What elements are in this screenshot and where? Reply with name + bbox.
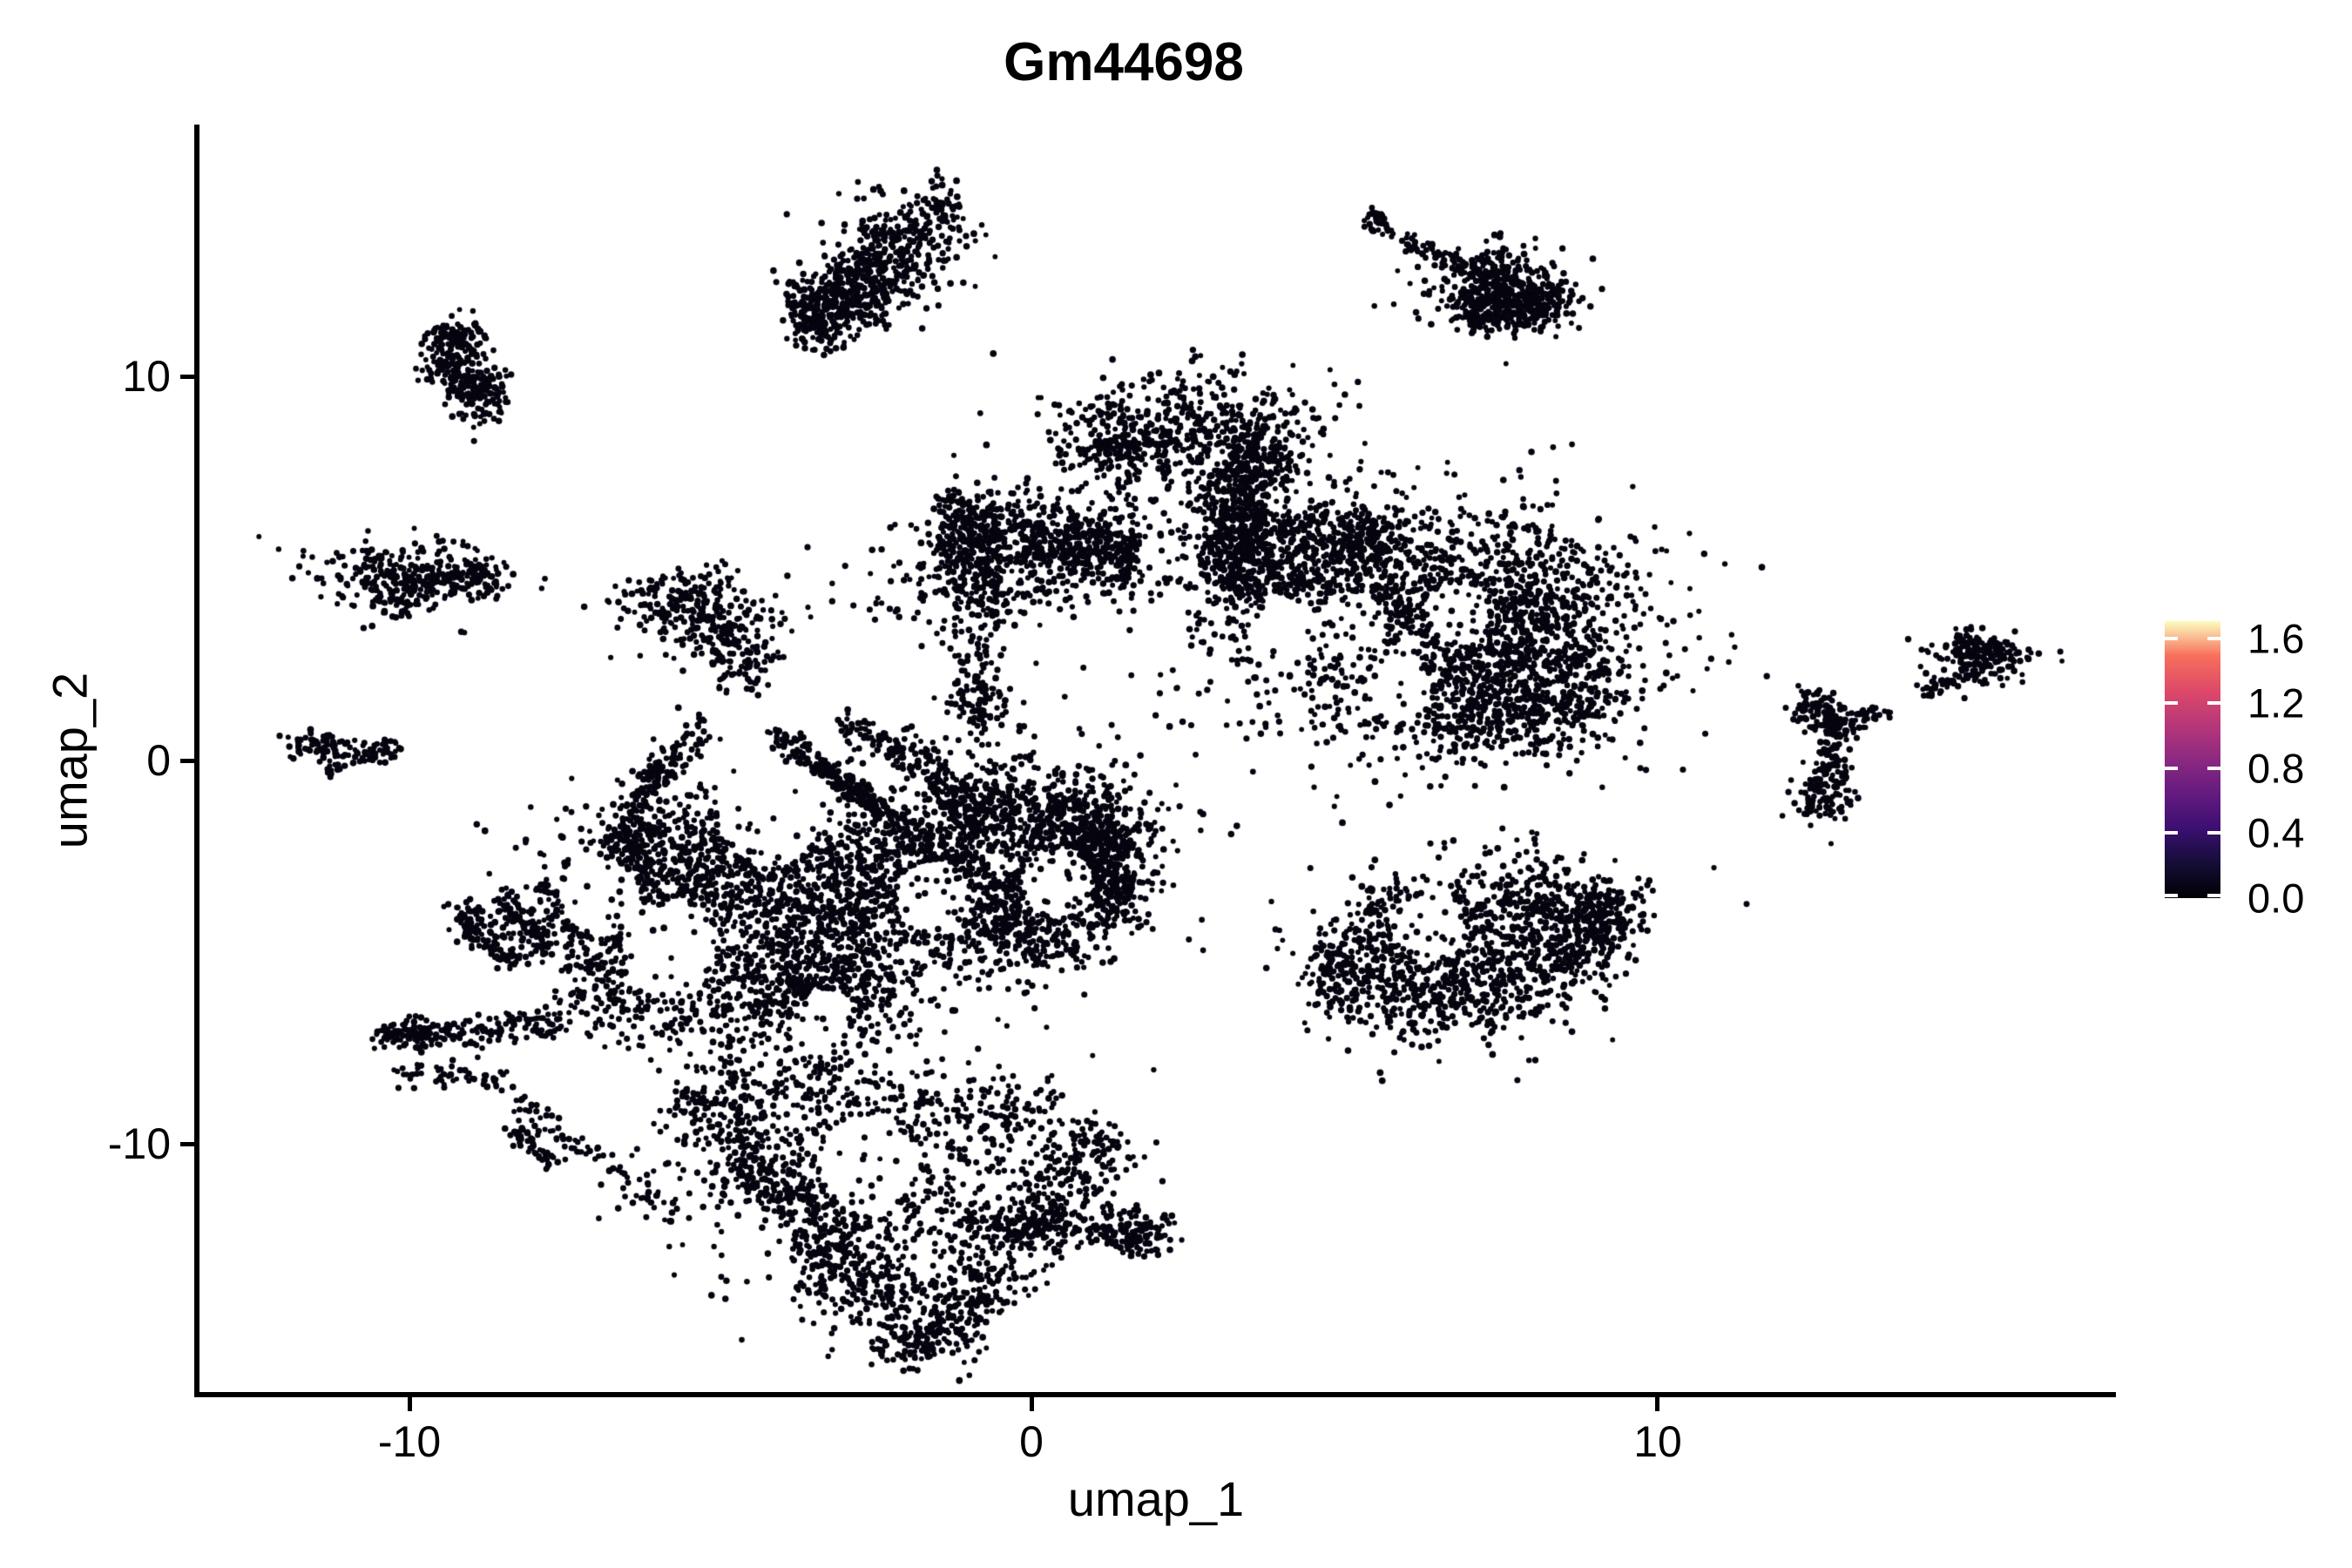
colorbar-tick xyxy=(2207,701,2220,705)
colorbar-label: 0.8 xyxy=(2247,745,2305,792)
x-tick-mark xyxy=(1030,1397,1034,1411)
colorbar-tick xyxy=(2207,637,2220,640)
y-tick-label: -10 xyxy=(107,1119,171,1168)
colorbar-tick xyxy=(2165,637,2178,640)
colorbar-gradient xyxy=(2165,621,2220,898)
y-tick-label: 10 xyxy=(122,352,171,401)
x-tick-mark xyxy=(1655,1397,1659,1411)
y-tick-mark xyxy=(180,375,194,379)
y-axis-title: umap_2 xyxy=(42,672,98,849)
colorbar-tick xyxy=(2207,767,2220,770)
colorbar-label: 0.0 xyxy=(2247,875,2305,922)
y-tick-mark xyxy=(180,1142,194,1146)
x-axis-title: umap_1 xyxy=(1067,1471,1245,1526)
colorbar-tick xyxy=(2165,701,2178,705)
y-axis-line xyxy=(194,125,199,1397)
colorbar-tick xyxy=(2165,894,2178,897)
x-tick-label: -10 xyxy=(377,1417,442,1466)
colorbar-label: 0.4 xyxy=(2247,809,2305,856)
colorbar-tick xyxy=(2165,831,2178,835)
x-tick-label: 0 xyxy=(1019,1417,1044,1466)
x-tick-label: 10 xyxy=(1633,1417,1682,1466)
colorbar-label: 1.2 xyxy=(2247,679,2305,727)
colorbar-label: 1.6 xyxy=(2247,615,2305,662)
y-tick-label: 0 xyxy=(146,736,171,785)
colorbar-tick xyxy=(2207,894,2220,897)
colorbar-tick xyxy=(2165,767,2178,770)
x-tick-mark xyxy=(408,1397,412,1411)
colorbar-tick xyxy=(2207,831,2220,835)
x-axis-line xyxy=(194,1392,2116,1397)
y-tick-mark xyxy=(180,759,194,763)
